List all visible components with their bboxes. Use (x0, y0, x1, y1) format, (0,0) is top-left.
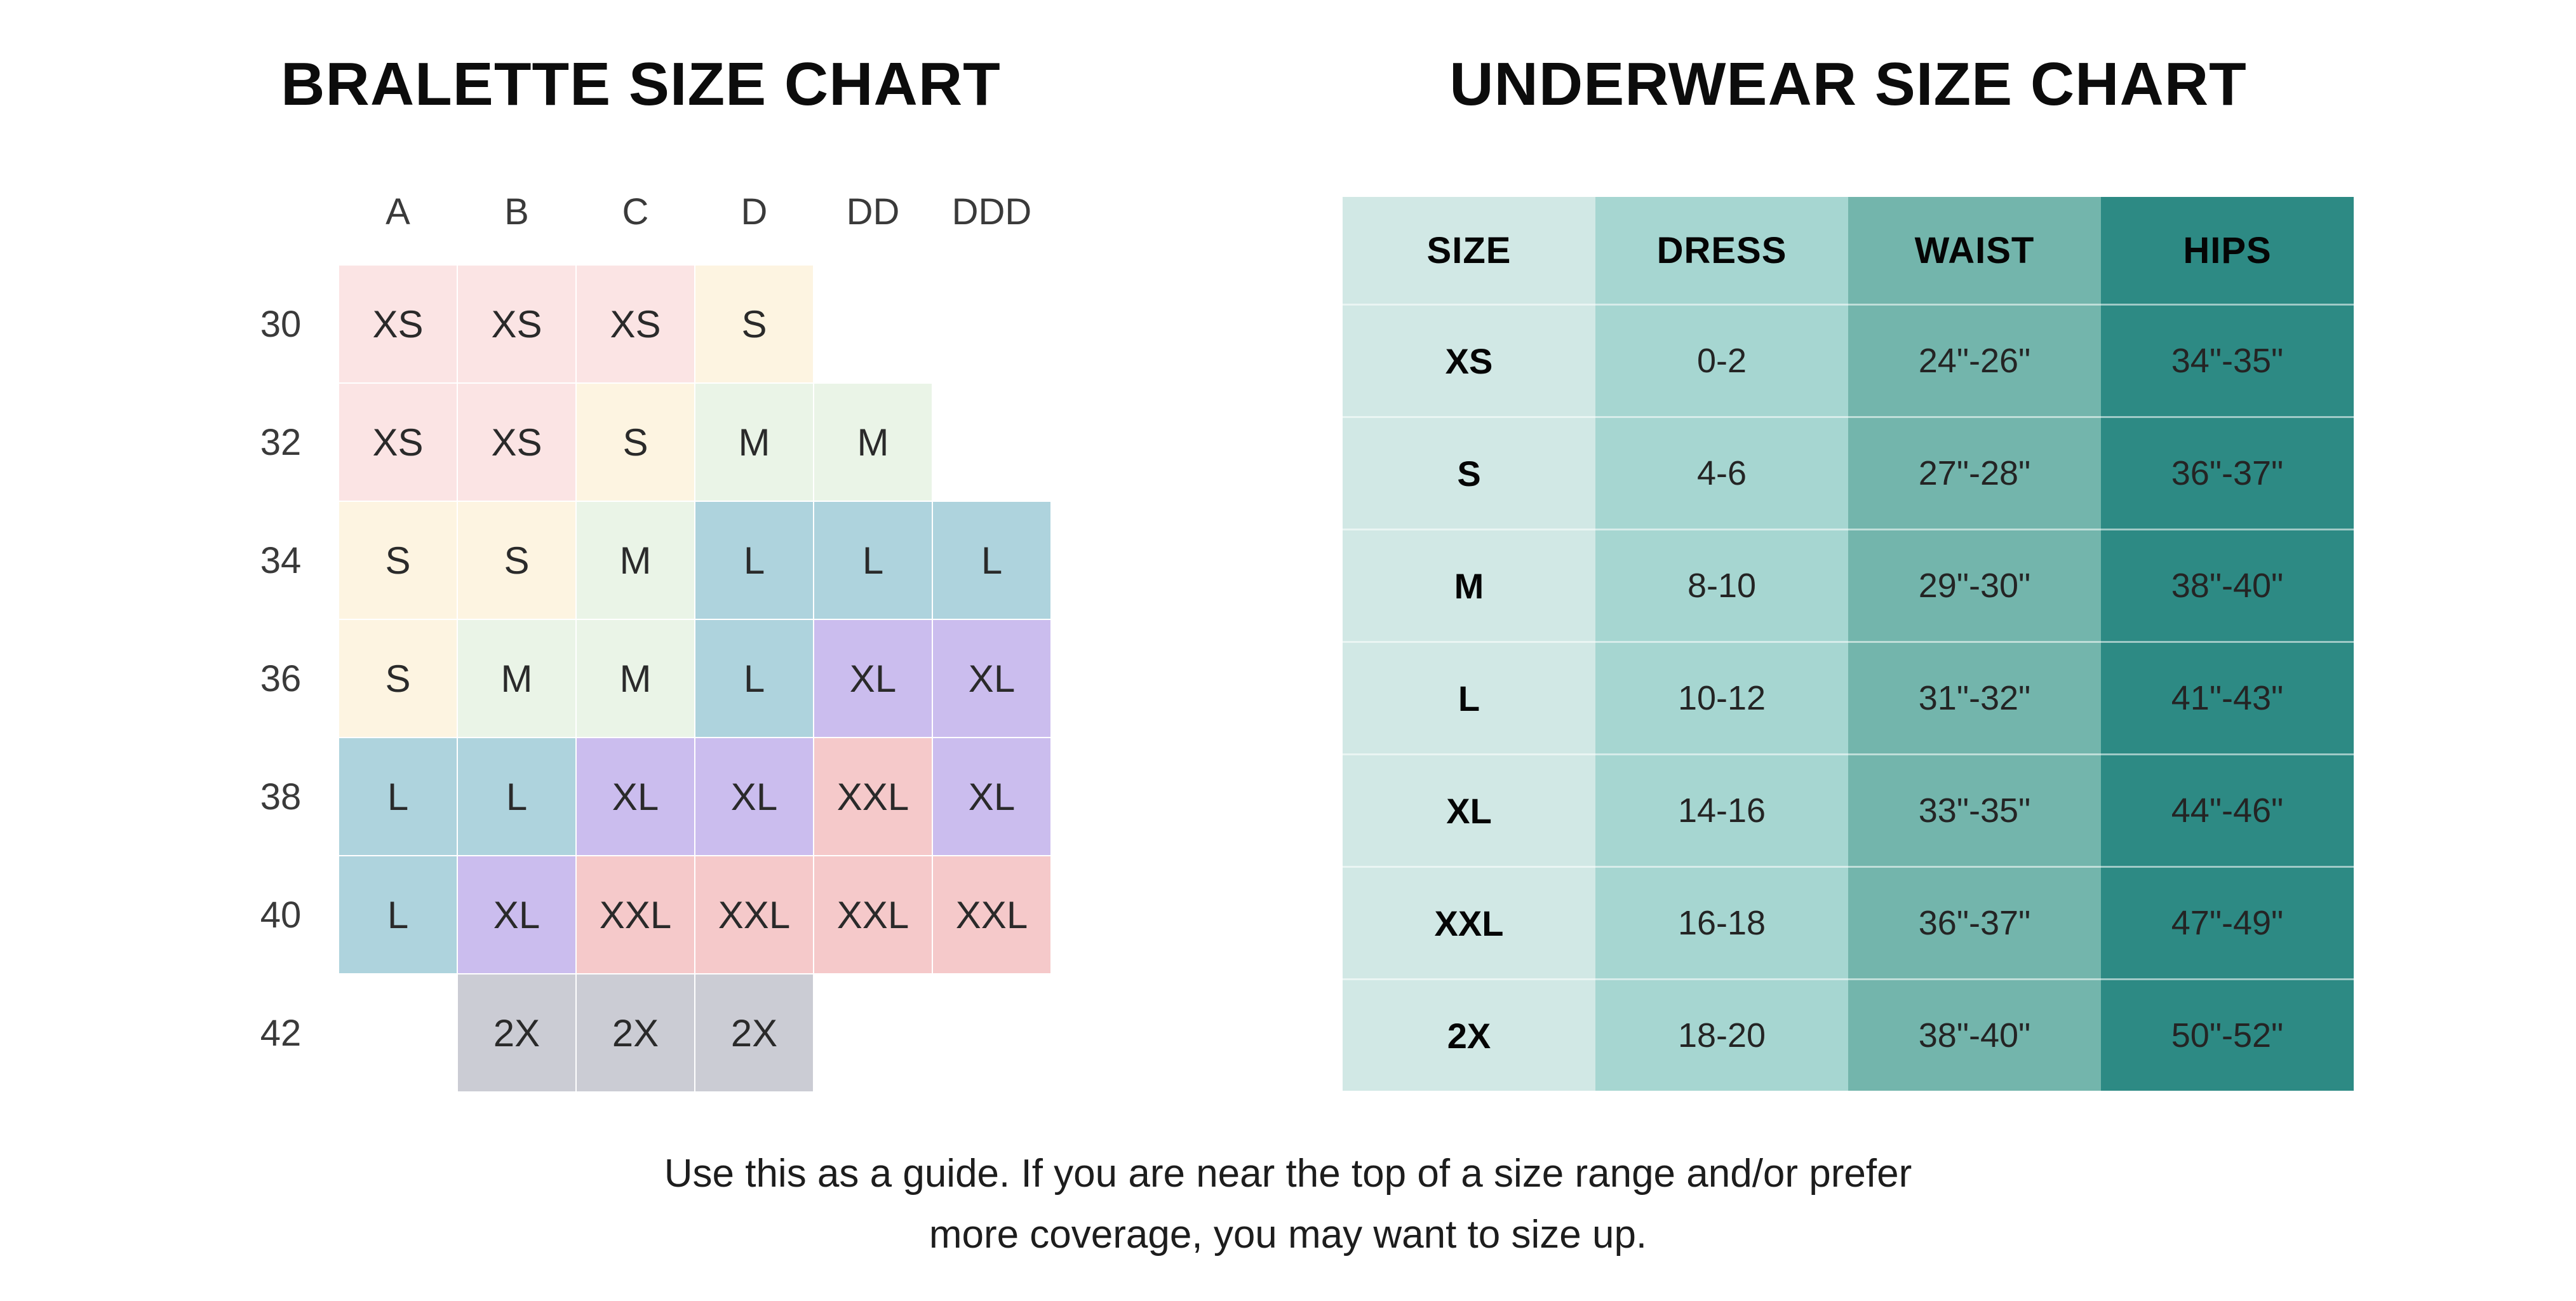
underwear-dress-cell: 0-2 (1595, 304, 1848, 416)
underwear-hips-cell: 47"-49" (2101, 866, 2354, 978)
bralette-band-header-34: 34 (260, 539, 302, 581)
bralette-size-cell: L (458, 738, 575, 855)
underwear-size-cell: M (1343, 529, 1595, 641)
bralette-size-cell (933, 266, 1050, 382)
bralette-size-cell: L (933, 502, 1050, 619)
underwear-dress-cell: 16-18 (1595, 866, 1848, 978)
underwear-size-cell: S (1343, 416, 1595, 529)
bralette-band-header-42: 42 (260, 1012, 302, 1054)
underwear-col-header-waist: WAIST (1848, 197, 2101, 304)
bralette-size-cell: XS (458, 266, 575, 382)
bralette-size-cell: XXL (933, 856, 1050, 973)
underwear-col-header-dress: DRESS (1595, 197, 1848, 304)
underwear-dress-cell: 10-12 (1595, 641, 1848, 753)
underwear-size-cell: XXL (1343, 866, 1595, 978)
underwear-hips-cell: 41"-43" (2101, 641, 2354, 753)
bralette-cup-header-d: D (741, 191, 768, 233)
bralette-size-cell: XL (814, 620, 932, 737)
bralette-size-cell: XXL (814, 738, 932, 855)
bralette-cup-header-a: A (386, 191, 410, 233)
sizing-guidance-note-line1: Use this as a guide. If you are near the… (664, 1152, 1912, 1196)
bralette-size-cell: L (339, 856, 457, 973)
underwear-size-cell: XL (1343, 753, 1595, 866)
bralette-size-cell: 2X (695, 974, 813, 1091)
underwear-dress-cell: 14-16 (1595, 753, 1848, 866)
bralette-size-cell (814, 266, 932, 382)
bralette-cup-header-c: C (622, 191, 649, 233)
underwear-waist-cell: 29"-30" (1848, 529, 2101, 641)
underwear-waist-cell: 31"-32" (1848, 641, 2101, 753)
bralette-size-cell: S (695, 266, 813, 382)
bralette-size-cell: XL (933, 738, 1050, 855)
underwear-hips-cell: 50"-52" (2101, 978, 2354, 1091)
bralette-size-cell: S (577, 384, 694, 501)
bralette-size-cell: M (458, 620, 575, 737)
bralette-size-cell: XL (458, 856, 575, 973)
bralette-size-cell: S (339, 502, 457, 619)
underwear-waist-cell: 24"-26" (1848, 304, 2101, 416)
underwear-size-cell: 2X (1343, 978, 1595, 1091)
bralette-size-cell (933, 974, 1050, 1091)
bralette-size-grid: A B C D DD DDD 30 XS XS XS S 32 XS XS S … (224, 159, 1058, 1091)
underwear-col-header-size: SIZE (1343, 197, 1595, 304)
underwear-dress-cell: 18-20 (1595, 978, 1848, 1091)
bralette-size-cell: XL (577, 738, 694, 855)
bralette-size-cell: M (577, 502, 694, 619)
bralette-grid-corner (224, 159, 338, 264)
underwear-size-cell: XS (1343, 304, 1595, 416)
underwear-waist-cell: 36"-37" (1848, 866, 2101, 978)
underwear-waist-cell: 27"-28" (1848, 416, 2101, 529)
underwear-hips-cell: 44"-46" (2101, 753, 2354, 866)
bralette-band-header-40: 40 (260, 894, 302, 936)
underwear-chart-title: UNDERWEAR SIZE CHART (1449, 50, 2247, 118)
bralette-size-cell: XL (695, 738, 813, 855)
bralette-size-cell: XS (339, 384, 457, 501)
sizing-guidance-note: Use this as a guide. If you are near the… (0, 1143, 2576, 1265)
bralette-size-cell: XXL (695, 856, 813, 973)
sizing-guidance-note-line2: more coverage, you may want to size up. (929, 1213, 1647, 1257)
bralette-size-cell: L (339, 738, 457, 855)
bralette-band-header-30: 30 (260, 303, 302, 345)
underwear-size-cell: L (1343, 641, 1595, 753)
bralette-cup-header-ddd: DDD (951, 191, 1032, 233)
bralette-size-cell: L (695, 502, 813, 619)
bralette-size-cell: L (814, 502, 932, 619)
bralette-size-cell: XXL (577, 856, 694, 973)
bralette-size-cell: 2X (458, 974, 575, 1091)
underwear-size-chart-panel: UNDERWEAR SIZE CHART SIZE DRESS WAIST HI… (1343, 50, 2354, 1091)
bralette-band-header-38: 38 (260, 776, 302, 818)
bralette-cup-header-dd: DD (846, 191, 900, 233)
bralette-size-cell: 2X (577, 974, 694, 1091)
bralette-size-chart-panel: BRALETTE SIZE CHART A B C D DD DDD 30 XS… (224, 50, 1058, 1091)
bralette-size-cell: XL (933, 620, 1050, 737)
bralette-cup-header-b: B (504, 191, 529, 233)
bralette-size-cell: L (695, 620, 813, 737)
bralette-size-cell: M (577, 620, 694, 737)
bralette-size-cell (339, 974, 457, 1091)
bralette-size-cell: M (695, 384, 813, 501)
underwear-hips-cell: 34"-35" (2101, 304, 2354, 416)
underwear-dress-cell: 8-10 (1595, 529, 1848, 641)
bralette-size-cell: XXL (814, 856, 932, 973)
underwear-hips-cell: 38"-40" (2101, 529, 2354, 641)
bralette-band-header-32: 32 (260, 421, 302, 463)
underwear-hips-cell: 36"-37" (2101, 416, 2354, 529)
bralette-size-cell: S (339, 620, 457, 737)
bralette-size-cell: XS (339, 266, 457, 382)
bralette-size-cell (933, 384, 1050, 501)
bralette-chart-title: BRALETTE SIZE CHART (281, 50, 1001, 118)
bralette-size-cell: S (458, 502, 575, 619)
bralette-size-cell: XS (577, 266, 694, 382)
underwear-size-table: SIZE DRESS WAIST HIPS XS 0-2 24"-26" 34"… (1343, 197, 2354, 1091)
underwear-col-header-hips: HIPS (2101, 197, 2354, 304)
underwear-waist-cell: 33"-35" (1848, 753, 2101, 866)
underwear-dress-cell: 4-6 (1595, 416, 1848, 529)
bralette-band-header-36: 36 (260, 657, 302, 699)
bralette-size-cell: XS (458, 384, 575, 501)
bralette-size-cell (814, 974, 932, 1091)
bralette-size-cell: M (814, 384, 932, 501)
underwear-waist-cell: 38"-40" (1848, 978, 2101, 1091)
